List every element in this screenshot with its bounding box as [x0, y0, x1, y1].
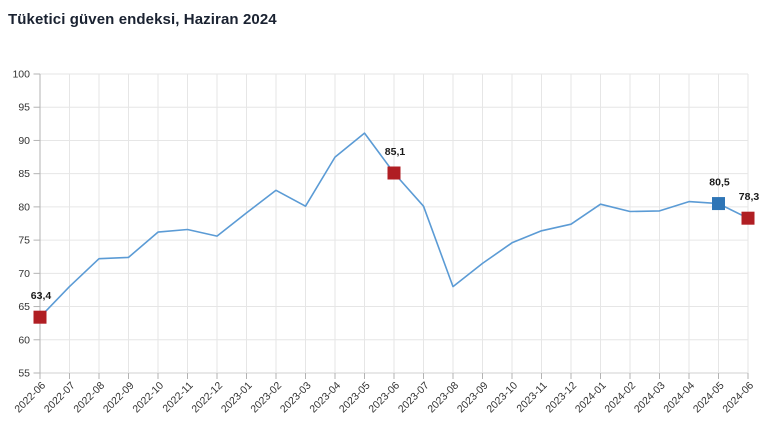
y-axis-label: 75	[18, 235, 30, 247]
x-axis-label: 2022-09	[101, 380, 137, 416]
x-axis-label: 2023-03	[278, 380, 314, 416]
data-point-label: 85,1	[385, 146, 406, 158]
chart-title: Tüketici güven endeksi, Haziran 2024	[8, 11, 277, 28]
data-point-label: 78,3	[739, 191, 760, 203]
x-axis-label: 2024-01	[573, 380, 609, 416]
y-axis-label: 100	[12, 69, 30, 81]
x-axis-label: 2024-05	[691, 380, 727, 416]
data-marker	[33, 310, 47, 324]
data-marker	[387, 166, 401, 180]
y-axis-label: 60	[18, 334, 30, 346]
x-axis-label: 2022-11	[160, 380, 195, 415]
data-point-label: 63,4	[31, 290, 52, 302]
x-axis-label: 2023-02	[248, 380, 284, 416]
y-axis-label: 65	[18, 301, 30, 313]
x-axis-label: 2023-01	[219, 380, 255, 416]
x-axis-label: 2023-12	[543, 380, 579, 416]
x-axis-label: 2024-04	[661, 380, 697, 416]
x-axis-label: 2023-05	[337, 380, 373, 416]
y-axis-label: 95	[18, 102, 30, 114]
y-axis-label: 80	[18, 201, 30, 213]
data-marker	[741, 211, 755, 225]
x-axis-label: 2022-06	[12, 380, 48, 416]
x-axis-label: 2023-06	[366, 380, 402, 416]
y-axis-label: 90	[18, 135, 30, 147]
y-axis-label: 55	[18, 368, 30, 380]
y-axis-label: 85	[18, 168, 30, 180]
x-axis-label: 2023-07	[396, 380, 432, 416]
y-axis-label: 70	[18, 268, 30, 280]
x-axis-label: 2023-04	[307, 380, 343, 416]
x-axis-label: 2024-03	[632, 380, 668, 416]
x-axis-label: 2023-08	[425, 380, 461, 416]
x-axis-label: 2023-09	[455, 380, 491, 416]
data-point-label: 80,5	[709, 177, 730, 189]
x-axis-label: 2023-11	[514, 380, 549, 415]
x-axis-label: 2022-08	[71, 380, 107, 416]
x-axis-label: 2023-10	[484, 380, 520, 416]
x-axis-label: 2022-10	[130, 380, 166, 416]
data-marker	[712, 197, 725, 211]
x-axis-label: 2022-07	[42, 380, 78, 416]
x-axis-label: 2024-06	[720, 380, 756, 416]
x-axis-label: 2024-02	[602, 380, 638, 416]
x-axis-label: 2022-12	[189, 380, 225, 416]
